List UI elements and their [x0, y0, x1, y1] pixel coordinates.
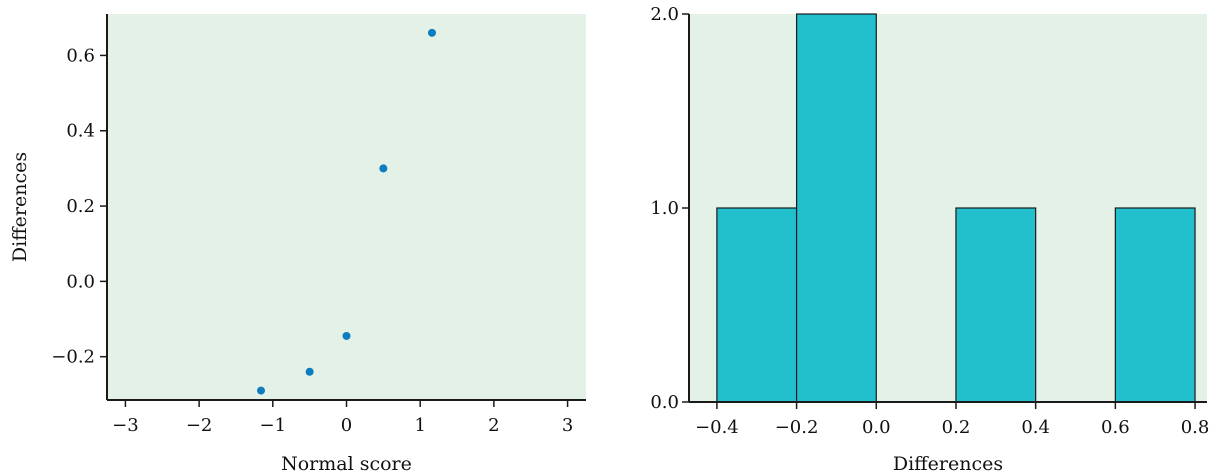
y-axis-title: Differences	[9, 152, 31, 262]
x-tick-label: 0	[341, 415, 352, 436]
x-tick-label: −1	[260, 415, 287, 436]
x-tick-label: −0.4	[695, 417, 739, 438]
y-tick-label: −0.2	[51, 347, 95, 368]
x-axis-title: Differences	[893, 453, 1003, 475]
x-axis-title: Normal score	[281, 453, 412, 475]
y-tick-label: 2.0	[650, 4, 679, 25]
data-point	[305, 367, 314, 376]
data-point	[342, 331, 351, 340]
data-point	[257, 386, 266, 395]
y-tick-label: 0.2	[66, 196, 95, 217]
x-tick-label: 0.4	[1021, 417, 1050, 438]
x-tick-label: 3	[562, 415, 573, 436]
y-tick-label: 0.0	[66, 271, 95, 292]
x-tick-label: 1	[414, 415, 425, 436]
y-tick-label: 0.0	[650, 392, 679, 413]
histogram-bar	[716, 207, 798, 403]
histogram: −0.4 −0.2 0.0 0.2 0.4 0.6 0.8 0.0 1.0 2.0 Differen…	[650, 4, 1209, 475]
y-tick-label: 0.4	[66, 121, 95, 142]
data-point	[427, 28, 436, 37]
data-point	[379, 164, 388, 173]
x-tick-label: 0.8	[1181, 417, 1210, 438]
x-tick-label: −3	[112, 415, 139, 436]
x-tick-label: −2	[186, 415, 213, 436]
x-tick-label: 2	[488, 415, 499, 436]
normal-probability-plot: −3 −2 −1 0 1 2 3 −0.2 0.0 0.2 0.4 0.6 Normal score Di…	[9, 14, 586, 475]
plot-background	[107, 14, 586, 400]
x-tick-label: 0.0	[862, 417, 891, 438]
y-tick-label: 0.6	[66, 45, 95, 66]
x-tick-label: 0.6	[1101, 417, 1130, 438]
histogram-bar	[795, 13, 877, 403]
histogram-bar	[955, 207, 1037, 403]
x-tick-label: −0.2	[775, 417, 819, 438]
histogram-bar	[1114, 207, 1196, 403]
y-tick-label: 1.0	[650, 198, 679, 219]
x-tick-label: 0.2	[942, 417, 971, 438]
